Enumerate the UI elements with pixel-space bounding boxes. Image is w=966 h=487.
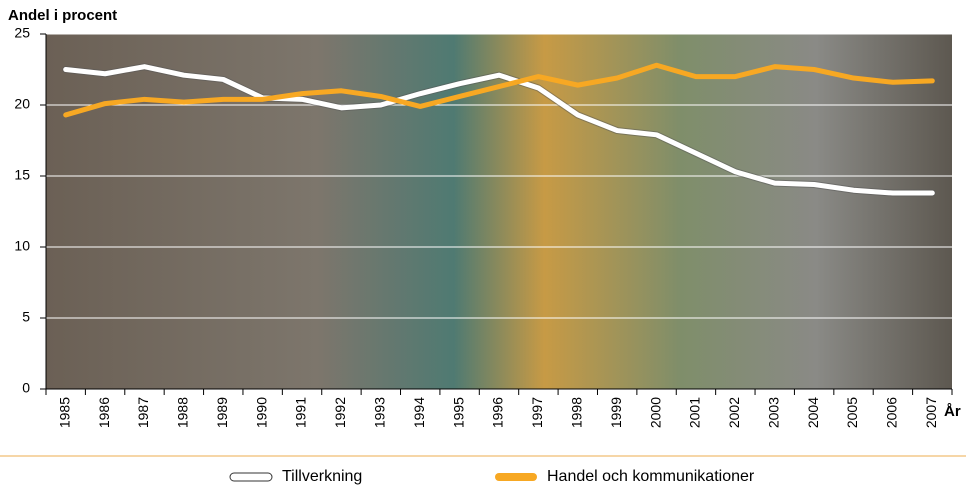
x-tick-label: 1998 bbox=[568, 397, 584, 428]
x-tick-label: 1989 bbox=[214, 397, 230, 428]
x-tick-label: 2002 bbox=[726, 397, 742, 428]
legend-swatch bbox=[229, 472, 273, 482]
x-tick-label: 1997 bbox=[529, 397, 545, 428]
x-tick-label: 1995 bbox=[450, 397, 466, 428]
y-tick-label: 15 bbox=[14, 167, 30, 183]
y-tick-label: 20 bbox=[14, 96, 30, 112]
x-tick-label: 1996 bbox=[490, 397, 506, 428]
legend-label: Handel och kommunikationer bbox=[547, 468, 755, 485]
y-tick-label: 10 bbox=[14, 238, 30, 254]
x-tick-label: 1990 bbox=[253, 397, 269, 428]
legend-label: Tillverkning bbox=[282, 468, 362, 485]
x-tick-label: 1999 bbox=[608, 397, 624, 428]
y-tick-label: 0 bbox=[22, 380, 30, 396]
x-tick-label: 2006 bbox=[884, 397, 900, 428]
x-tick-label: 1992 bbox=[332, 397, 348, 428]
x-tick-label: 1991 bbox=[293, 397, 309, 428]
x-tick-label: 2003 bbox=[765, 397, 781, 428]
x-tick-label: 2007 bbox=[923, 397, 939, 428]
x-axis-label: År bbox=[944, 403, 961, 420]
line bbox=[63, 64, 935, 196]
y-tick-label: 25 bbox=[14, 25, 30, 41]
line bbox=[63, 62, 935, 118]
legend-swatch bbox=[495, 473, 537, 481]
x-tick-label: 1986 bbox=[96, 397, 112, 428]
x-tick-label: 2004 bbox=[805, 397, 821, 428]
x-tick-label: 1994 bbox=[411, 397, 427, 428]
y-axis-label: Andel i procent bbox=[8, 7, 117, 24]
x-tick-label: 1988 bbox=[175, 397, 191, 428]
y-tick-label: 5 bbox=[22, 309, 30, 325]
photo-background bbox=[46, 34, 952, 389]
x-tick-label: 2001 bbox=[687, 397, 703, 428]
x-tick-label: 1985 bbox=[56, 397, 72, 428]
x-tick-label: 2000 bbox=[647, 397, 663, 428]
x-tick-label: 1993 bbox=[372, 397, 388, 428]
x-tick-label: 2005 bbox=[844, 397, 860, 428]
x-tick-label: 1987 bbox=[135, 397, 151, 428]
